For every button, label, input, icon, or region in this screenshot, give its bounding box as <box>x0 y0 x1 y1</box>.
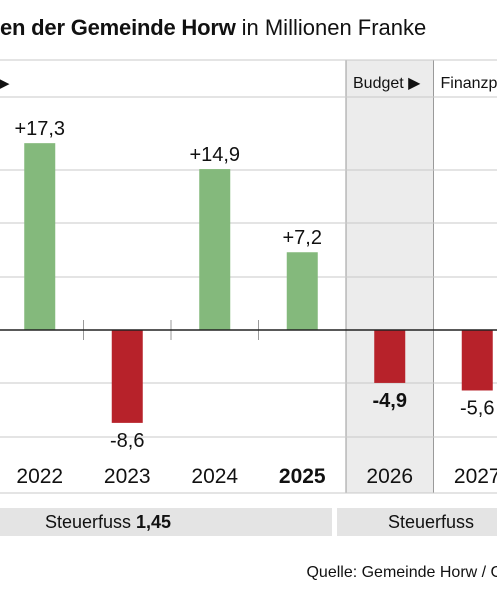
bar <box>199 169 231 330</box>
data-label: +14,9 <box>189 144 240 166</box>
data-label: -4,9 <box>373 390 407 412</box>
section-label: Budget ▶ <box>353 75 421 92</box>
chart-title: en der Gemeinde Horw in Millionen Franke <box>0 13 426 43</box>
section-arrow: ▶ <box>0 75 10 92</box>
steuerfuss-text: Steuerfuss 1,45 <box>45 512 171 532</box>
data-label: -8,6 <box>110 430 144 452</box>
x-tick-label: 2025 <box>279 465 326 488</box>
bar <box>111 330 143 423</box>
title-bold: en der Gemeinde Horw <box>0 15 236 40</box>
bar <box>374 330 406 383</box>
steuerfuss-label: Steuerfuss <box>45 512 136 532</box>
steuerfuss-band <box>0 508 332 536</box>
steuerfuss-text: Steuerfuss <box>388 512 474 532</box>
source-note: Quelle: Gemeinde Horw / G <box>306 564 497 581</box>
x-tick-label: 2022 <box>16 465 63 488</box>
steuerfuss-band <box>337 508 497 536</box>
data-label: -5,6 <box>460 397 494 419</box>
steuerfuss-value: 1,45 <box>136 512 171 532</box>
x-tick-label: 2027 <box>454 465 497 488</box>
x-tick-label: 2026 <box>366 465 413 488</box>
data-label: +7,2 <box>283 227 322 249</box>
bar <box>24 143 56 330</box>
bar <box>286 252 318 330</box>
x-tick-label: 2024 <box>191 465 238 488</box>
x-tick-label: 2023 <box>104 465 151 488</box>
data-label: +17,3 <box>14 118 65 140</box>
section-label: Finanzp <box>441 75 497 92</box>
bar <box>461 330 493 391</box>
title-rest: in Millionen Franke <box>241 15 427 40</box>
